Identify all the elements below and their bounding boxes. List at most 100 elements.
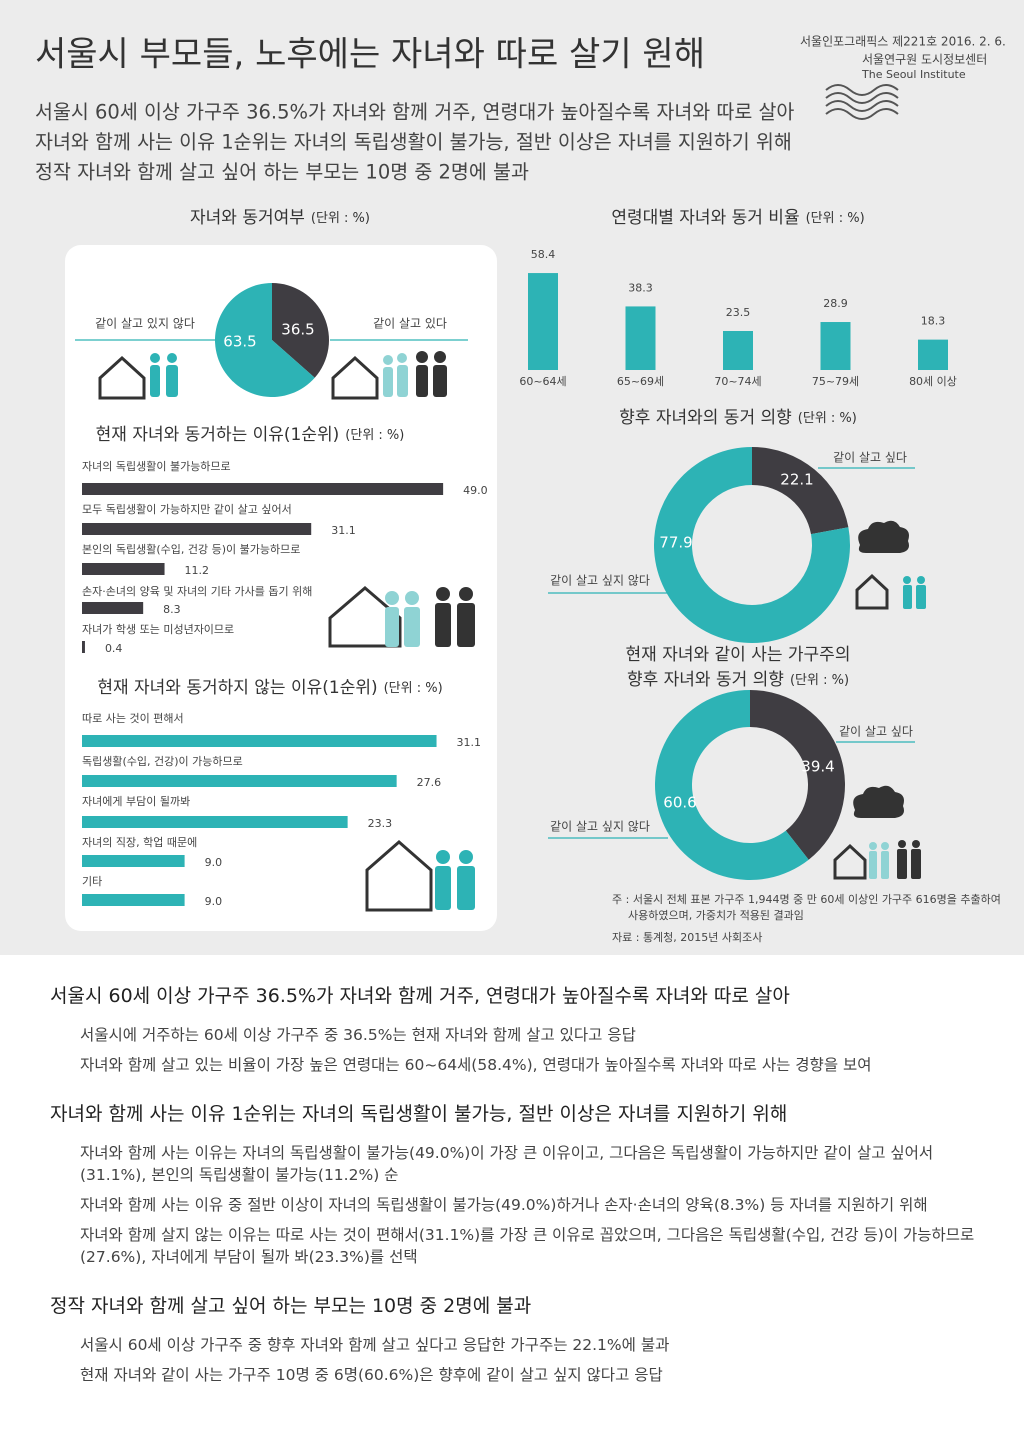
- value-label: 0.4: [105, 642, 123, 655]
- value-label: 22.1: [780, 471, 813, 489]
- category-label: 독립생활(수입, 건강)이 가능하므로: [82, 754, 243, 768]
- bar: [528, 273, 558, 370]
- chart-unit: (단위 : %): [311, 211, 370, 226]
- house-icons: [98, 355, 889, 912]
- summary: 자녀와 함께 사는 이유 1순위는 자녀의 독립생활이 불가능, 절반 이상은 …: [35, 131, 792, 154]
- note: 주 : 서울시 전체 표본 가구주 1,944명 중 만 60세 이상인 가구주…: [612, 892, 1001, 906]
- bar: [82, 894, 185, 906]
- category-label: 같이 살고 싶다: [833, 451, 907, 465]
- paragraph: 자녀와 함께 사는 이유 중 절반 이상이 자녀의 독립생활이 불가능(49.0…: [80, 1196, 928, 1214]
- value-label: 28.9: [823, 297, 848, 310]
- x-tick-label: 65~69세: [617, 375, 664, 388]
- value-label: 60.6: [663, 794, 696, 812]
- bar: [918, 339, 948, 370]
- slice: [272, 283, 329, 378]
- chart-title-text: 향후 자녀와 동거 의향: [627, 670, 784, 690]
- chart-unit: (단위 : %): [790, 673, 849, 688]
- value-label: 9.0: [205, 856, 223, 869]
- bar: [723, 330, 753, 370]
- paragraph: 자녀와 함께 살고 있는 비율이 가장 높은 연령대는 60~64세(58.4%…: [80, 1056, 872, 1074]
- org-en: The Seoul Institute: [861, 68, 966, 81]
- bar: [82, 775, 397, 787]
- value-label: 11.2: [185, 564, 210, 577]
- value-label: 8.3: [163, 603, 181, 616]
- page-title: 서울시 부모들, 노후에는 자녀와 따로 살기 원해: [35, 35, 705, 75]
- panel: [65, 245, 497, 931]
- value-label: 38.3: [628, 281, 653, 294]
- bar: [82, 602, 144, 614]
- value-label: 18.3: [921, 315, 946, 328]
- category-label: 본인의 독립생활(수입, 건강 등)이 불가능하므로: [82, 542, 300, 556]
- section-heading: 서울시 60세 이상 가구주 36.5%가 자녀와 함께 거주, 연령대가 높아…: [50, 985, 790, 1007]
- chart-title: 향후 자녀와 동거 의향 (단위 : %): [627, 670, 849, 690]
- note: 사용하였으며, 가중치가 적용된 결과임: [628, 908, 804, 922]
- section-heading: 자녀와 함께 사는 이유 1순위는 자녀의 독립생활이 불가능, 절반 이상은 …: [50, 1103, 788, 1125]
- chart-unit: (단위 : %): [345, 428, 404, 443]
- paragraph: 서울시에 거주하는 60세 이상 가구주 중 36.5%는 현재 자녀와 함께 …: [80, 1026, 636, 1044]
- category-label: 자녀에게 부담이 될까봐: [82, 794, 190, 808]
- source: 자료 : 통계청, 2015년 사회조사: [612, 931, 762, 944]
- summary: 정작 자녀와 함께 살고 싶어 하는 부모는 10명 중 2명에 불과: [35, 161, 529, 184]
- chart-unit: (단위 : %): [798, 411, 857, 426]
- summary: 서울시 60세 이상 가구주 36.5%가 자녀와 함께 거주, 연령대가 높아…: [35, 101, 794, 124]
- category-label: 자녀의 독립생활이 불가능하므로: [82, 459, 231, 473]
- x-tick-label: 80세 이상: [909, 375, 957, 388]
- paragraph: 자녀와 함께 살지 않는 이유는 따로 사는 것이 편해서(31.1%)를 가장…: [80, 1226, 975, 1266]
- value-label: 27.6: [417, 776, 442, 789]
- value-label: 31.1: [331, 524, 356, 537]
- chart-title-text: 자녀와 동거여부: [190, 208, 305, 228]
- chart-title-text: 현재 자녀와 동거하지 않는 이유(1순위): [97, 678, 377, 698]
- bar: [82, 563, 165, 575]
- value-label: 58.4: [531, 248, 556, 261]
- category-label: 같이 살고 싶다: [839, 725, 913, 739]
- bar: [82, 855, 185, 867]
- slice: [752, 447, 849, 535]
- chart-title: 연령대별 자녀와 동거 비율 (단위 : %): [611, 208, 864, 228]
- category-label: 같이 살고 있지 않다: [95, 317, 195, 331]
- chart-title: 현재 자녀와 동거하지 않는 이유(1순위) (단위 : %): [97, 678, 442, 698]
- slice: [750, 690, 845, 860]
- infographic: 서울시 부모들, 노후에는 자녀와 따로 살기 원해 서울인포그래픽스 제221…: [0, 0, 1024, 955]
- slice: [214, 283, 315, 397]
- category-label: 손자·손녀의 양육 및 자녀의 기타 가사를 돕기 위해: [82, 584, 312, 598]
- chart-title: 현재 자녀와 동거하는 이유(1순위) (단위 : %): [96, 425, 405, 445]
- chart-title: 자녀와 동거여부 (단위 : %): [190, 208, 370, 228]
- chart-title-text: 향후 자녀와의 동거 의향: [619, 408, 792, 428]
- category-label: 같이 살고 싶지 않다: [550, 820, 650, 834]
- chart-title-text: 현재 자녀와 같이 사는 가구주의: [626, 645, 851, 665]
- chart-title-text: 현재 자녀와 동거하는 이유(1순위): [96, 425, 340, 445]
- slice: [654, 690, 809, 881]
- category-label: 자녀가 학생 또는 미성년자이므로: [82, 623, 234, 636]
- bar: [82, 816, 348, 828]
- value-label: 23.3: [368, 817, 393, 830]
- value-label: 9.0: [205, 895, 223, 908]
- category-label: 같이 살고 싶지 않다: [550, 574, 650, 588]
- issue: 서울인포그래픽스 제221호 2016. 2. 6.: [800, 35, 1006, 49]
- paragraph: 서울시 60세 이상 가구주 중 향후 자녀와 함께 살고 싶다고 응답한 가구…: [80, 1336, 670, 1354]
- x-tick-label: 60~64세: [519, 375, 566, 388]
- text-body: 서울시 60세 이상 가구주 36.5%가 자녀와 함께 거주, 연령대가 높아…: [50, 982, 980, 1410]
- chart-title: 현재 자녀와 같이 사는 가구주의: [626, 645, 851, 665]
- category-label: 기타: [82, 875, 102, 888]
- people-icons: [150, 351, 926, 910]
- category-label: 자녀의 직장, 학업 때문에: [82, 836, 197, 849]
- category-label: 모두 독립생활이 가능하지만 같이 살고 싶어서: [82, 502, 292, 516]
- x-tick-label: 75~79세: [812, 375, 859, 388]
- section-heading: 정작 자녀와 함께 살고 싶어 하는 부모는 10명 중 2명에 불과: [50, 1295, 532, 1317]
- value-label: 49.0: [463, 484, 488, 497]
- bar: [82, 483, 444, 495]
- chart-title-text: 연령대별 자녀와 동거 비율: [611, 208, 799, 228]
- logo: [825, 84, 899, 120]
- value-label: 63.5: [223, 333, 256, 351]
- value-label: 31.1: [457, 736, 482, 749]
- bar: [820, 322, 851, 370]
- chart-unit: (단위 : %): [806, 211, 865, 226]
- chart-unit: (단위 : %): [384, 681, 443, 696]
- chart-title: 향후 자녀와의 동거 의향 (단위 : %): [619, 408, 857, 428]
- category-label: 따로 사는 것이 편해서: [82, 711, 184, 725]
- category-label: 같이 살고 있다: [373, 317, 447, 331]
- bar: [82, 523, 312, 535]
- value-label: 39.4: [801, 758, 834, 776]
